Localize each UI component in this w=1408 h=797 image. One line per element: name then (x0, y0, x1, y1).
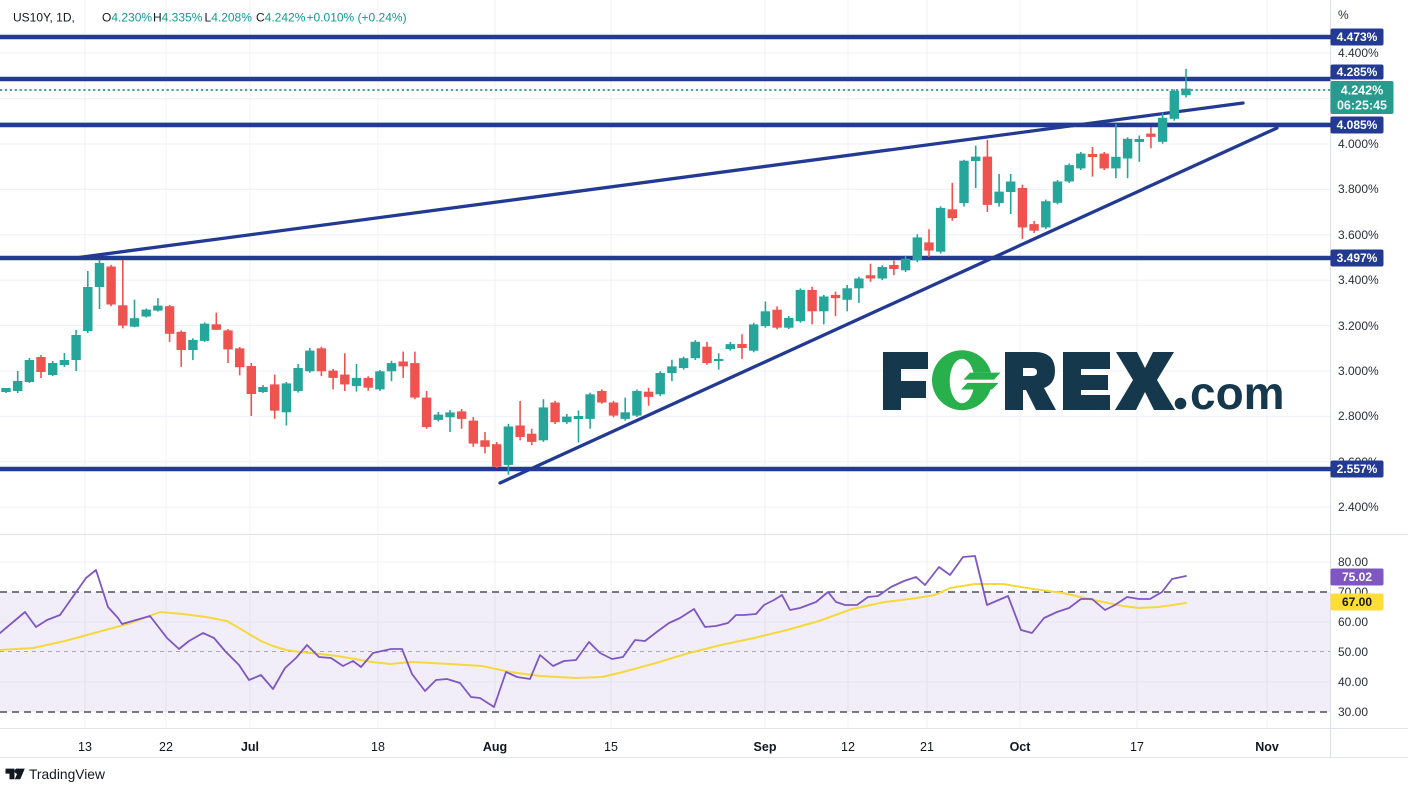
svg-text:Aug: Aug (483, 740, 507, 754)
svg-text:4.400%: 4.400% (1338, 46, 1379, 60)
svg-text:Sep: Sep (754, 740, 777, 754)
svg-text:3.000%: 3.000% (1338, 364, 1379, 378)
svg-text:Oct: Oct (1010, 740, 1032, 754)
svg-text:50.00: 50.00 (1338, 645, 1368, 659)
svg-text:4.473%: 4.473% (1337, 30, 1378, 44)
svg-text:75.02: 75.02 (1342, 570, 1372, 584)
svg-text:22: 22 (159, 740, 173, 754)
svg-text:30.00: 30.00 (1338, 705, 1368, 719)
svg-text:2.400%: 2.400% (1338, 500, 1379, 514)
svg-text:21: 21 (920, 740, 934, 754)
svg-text:US10Y, 1D,: US10Y, 1D, (13, 11, 75, 25)
svg-text:C4.242%: C4.242% (256, 11, 306, 25)
svg-text:2.557%: 2.557% (1337, 462, 1378, 476)
svg-text:%: % (1338, 8, 1349, 22)
svg-text:H4.335%: H4.335% (153, 11, 203, 25)
svg-text:3.800%: 3.800% (1338, 182, 1379, 196)
svg-text:12: 12 (841, 740, 855, 754)
svg-text:4.285%: 4.285% (1337, 65, 1378, 79)
svg-text:4.085%: 4.085% (1337, 118, 1378, 132)
svg-text:com: com (1190, 367, 1285, 419)
svg-text:4.242%: 4.242% (1341, 84, 1383, 98)
svg-text:L4.208%: L4.208% (205, 11, 253, 25)
svg-text:3.400%: 3.400% (1338, 273, 1379, 287)
svg-text:TradingView: TradingView (29, 767, 105, 782)
svg-text:60.00: 60.00 (1338, 615, 1368, 629)
svg-text:40.00: 40.00 (1338, 675, 1368, 689)
svg-text:4.000%: 4.000% (1338, 137, 1379, 151)
svg-text:06:25:45: 06:25:45 (1337, 99, 1387, 113)
svg-text:O4.230%: O4.230% (102, 11, 152, 25)
svg-text:67.00: 67.00 (1342, 595, 1372, 609)
svg-text:17: 17 (1130, 740, 1144, 754)
svg-text:80.00: 80.00 (1338, 555, 1368, 569)
svg-text:+0.010% (+0.24%): +0.010% (+0.24%) (307, 11, 407, 25)
svg-text:15: 15 (604, 740, 618, 754)
svg-text:2.800%: 2.800% (1338, 409, 1379, 423)
svg-text:3.497%: 3.497% (1337, 251, 1378, 265)
svg-text:3.200%: 3.200% (1338, 319, 1379, 333)
svg-text:Nov: Nov (1255, 740, 1279, 754)
svg-text:Jul: Jul (241, 740, 259, 754)
svg-text:3.600%: 3.600% (1338, 228, 1379, 242)
svg-text:18: 18 (371, 740, 385, 754)
svg-text:13: 13 (78, 740, 92, 754)
